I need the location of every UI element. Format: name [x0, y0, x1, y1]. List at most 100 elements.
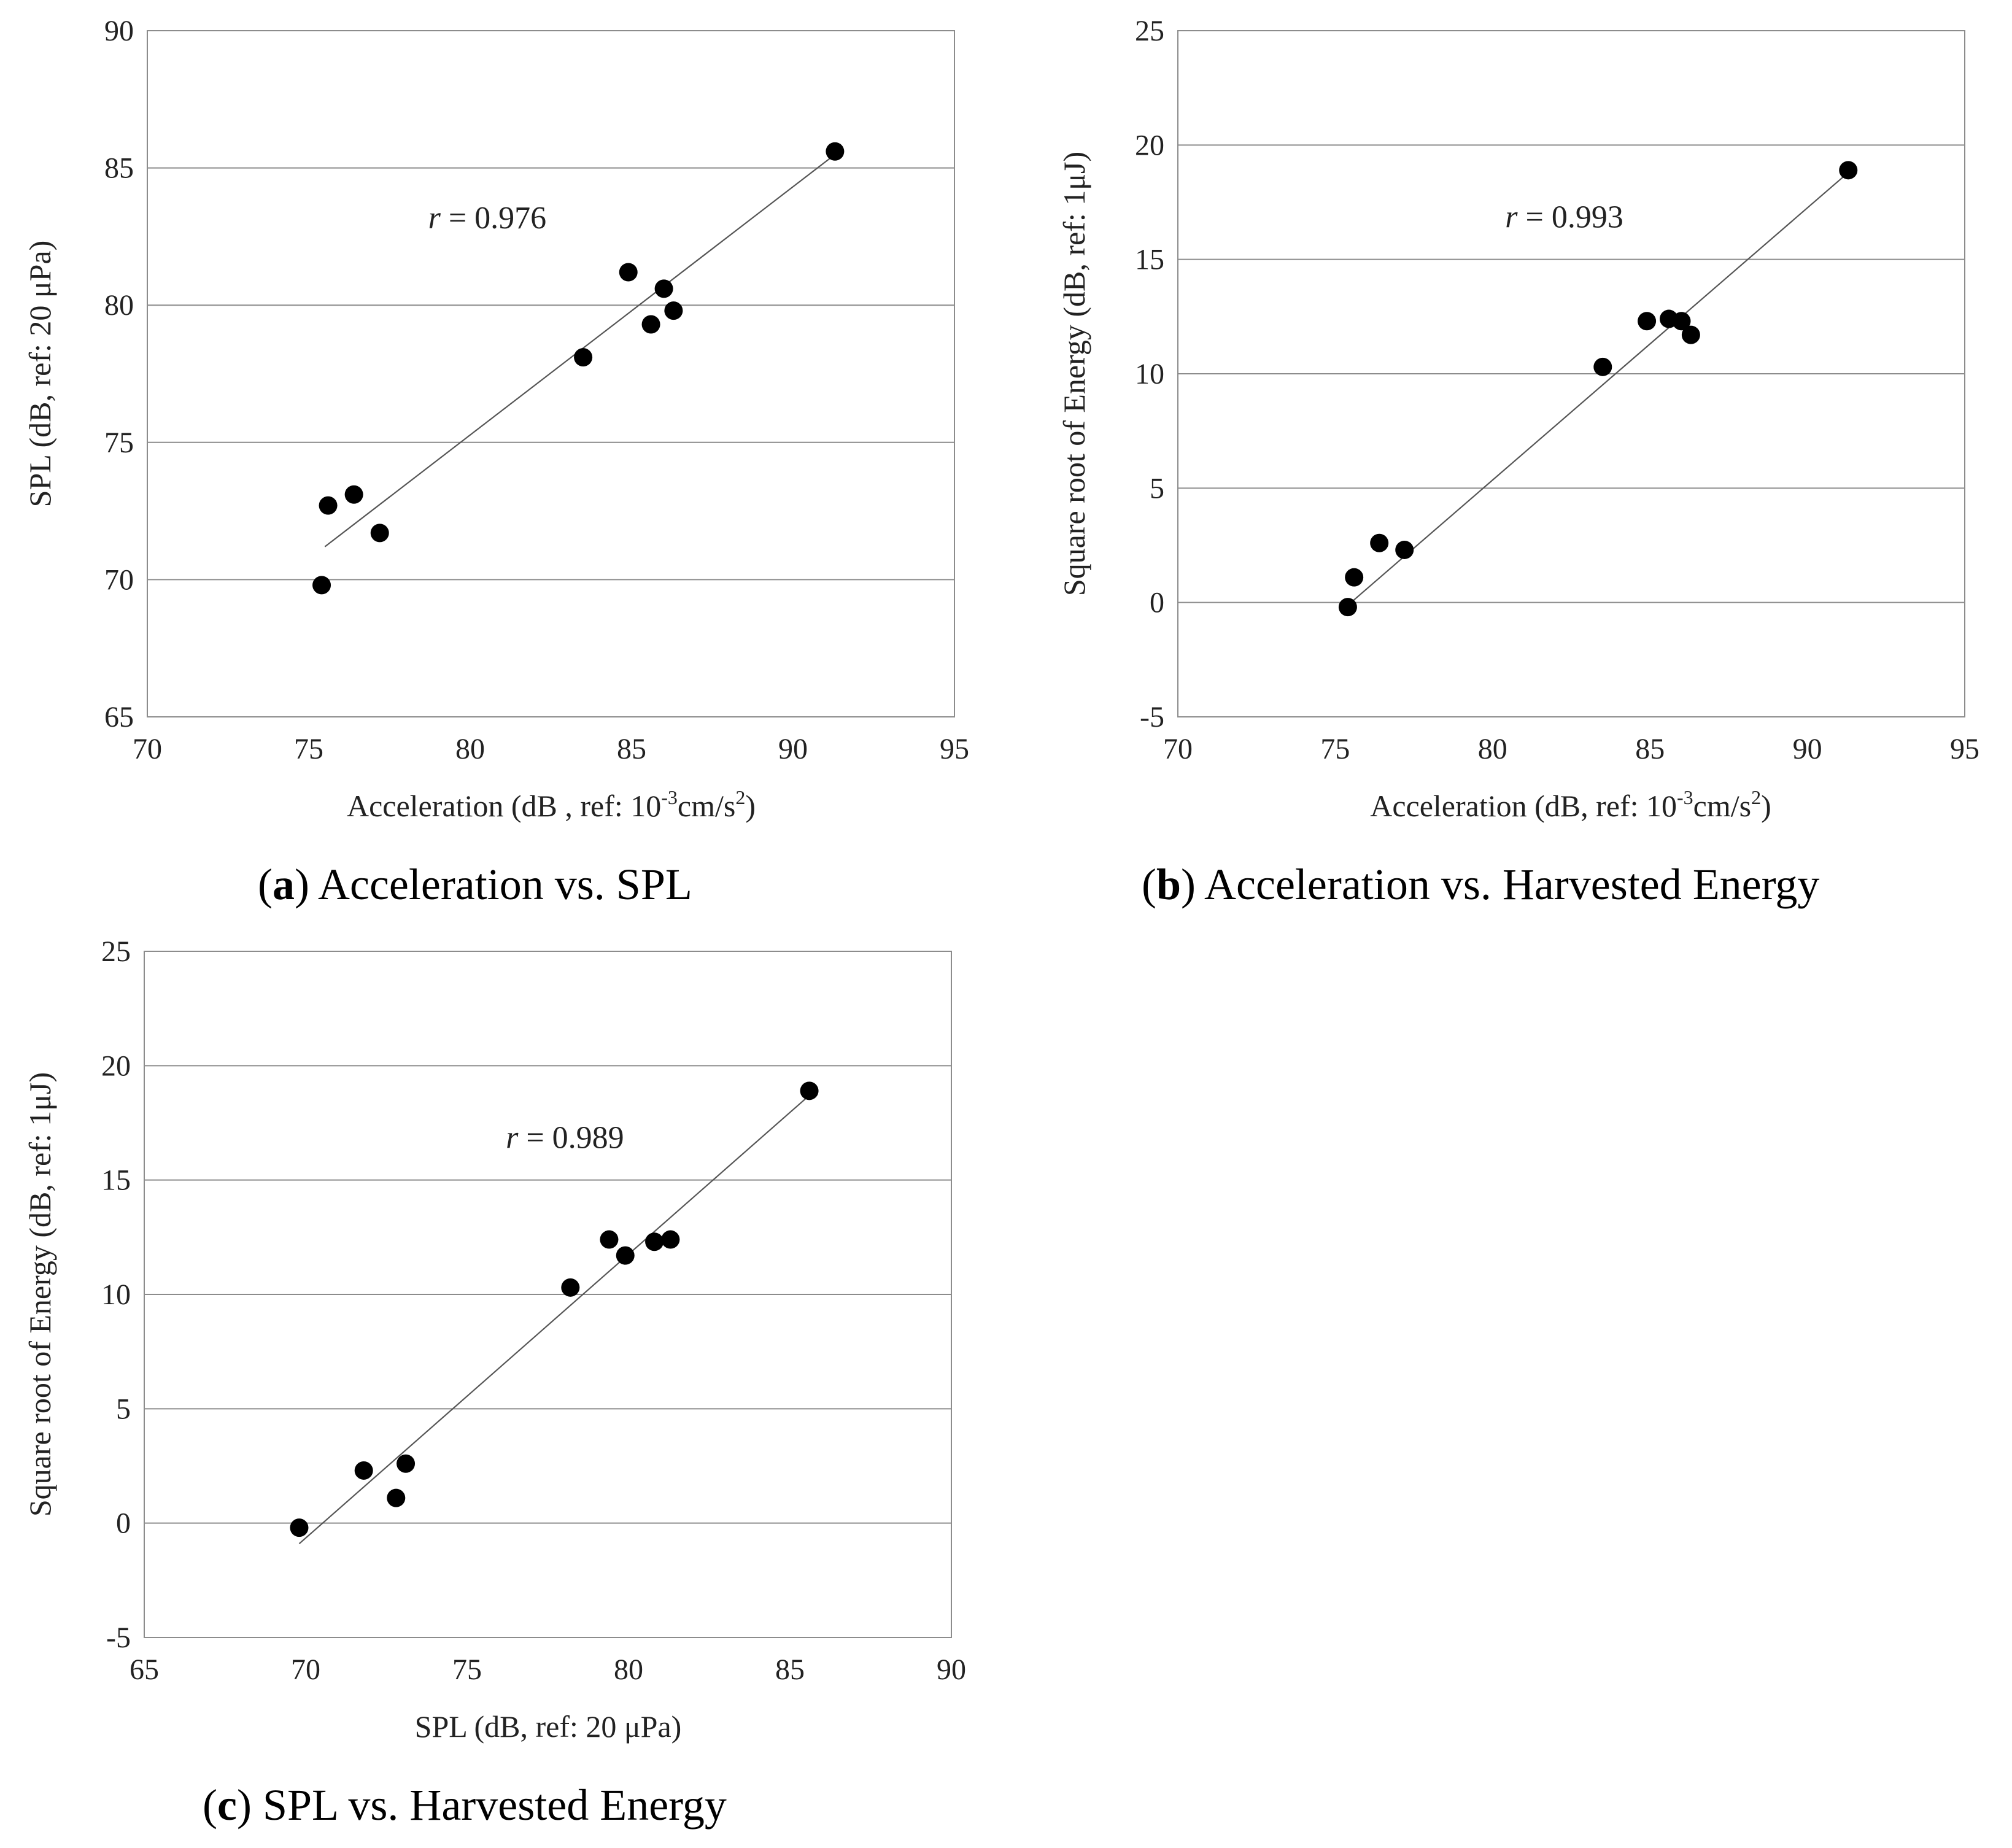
chart-b-xaxis-label-part: ) [1761, 789, 1771, 823]
chart-c-data-point [561, 1278, 580, 1297]
chart-a-ytick-label: 65 [104, 701, 134, 733]
chart-b-data-point [1681, 325, 1700, 344]
chart-c-ytick-label: 5 [116, 1393, 131, 1425]
chart-b-data-point [1839, 161, 1858, 180]
chart-b-data-point [1672, 312, 1691, 331]
chart-b-trendline [1350, 172, 1849, 603]
chart-b-xaxis-label: Acceleration (dB, ref: 10-3cm/s2) [1370, 786, 1771, 823]
chart-b-xtick-label: 90 [1793, 733, 1822, 765]
chart-a-xaxis-label-part: Acceleration (dB , ref: 10 [347, 789, 661, 823]
chart-b-svg: -5 0 5 10 15 20 25 70 75 80 85 90 95 Acceleration (dB… [1057, 15, 1979, 823]
chart-c-data-point [600, 1230, 619, 1249]
chart-b-ytick-label: 20 [1135, 129, 1164, 161]
chart-c-xtick-label: 65 [130, 1653, 159, 1686]
chart-b-correlation-symbol: r [1505, 199, 1518, 234]
chart-b-xaxis-label-part: 2 [1751, 786, 1761, 808]
chart-c-data-point [616, 1246, 635, 1265]
chart-panel-c: -5 0 5 10 15 20 25 65 70 75 80 85 90 SPL (dB, ref: 20… [0, 921, 1006, 1844]
chart-c-svg: -5 0 5 10 15 20 25 65 70 75 80 85 90 SPL (dB, ref: 20… [23, 935, 966, 1744]
chart-a-yaxis-label: SPL (dB, ref: 20 μPa) [23, 241, 57, 508]
chart-a-data-point [344, 485, 363, 504]
chart-b-xaxis-label-part: Acceleration (dB, ref: 10 [1370, 789, 1677, 823]
chart-c-data-point [387, 1488, 406, 1507]
chart-b-data-point [1370, 533, 1389, 552]
chart-a-xtick-label: 80 [455, 733, 485, 765]
chart-a-caption: (a) Acceleration vs. SPL [258, 860, 692, 909]
chart-c-ytick-label: 0 [116, 1507, 131, 1540]
chart-c-xaxis-label-part: SPL (dB, ref: 20 μPa) [415, 1709, 682, 1744]
chart-c-data-point [397, 1454, 416, 1473]
chart-b-xtick-label: 75 [1320, 733, 1350, 765]
chart-a-data-point [826, 142, 845, 161]
chart-b-correlation-label: r = 0.993 [1505, 199, 1623, 234]
chart-b-ytick-label: 5 [1150, 472, 1164, 505]
chart-c-caption-letter: c [217, 1780, 237, 1830]
chart-b-ytick-label: 0 [1150, 587, 1164, 619]
chart-c-ytick-label: -5 [106, 1622, 131, 1654]
chart-a-xtick-label: 70 [133, 733, 162, 765]
chart-c-xtick-label: 80 [614, 1653, 643, 1686]
chart-c-ytick-label: 15 [101, 1164, 131, 1197]
chart-b-data-point [1395, 540, 1414, 559]
chart-c-correlation-label: r = 0.989 [506, 1120, 624, 1155]
chart-a-xtick-label: 90 [778, 733, 808, 765]
chart-a-data-point [370, 524, 389, 543]
chart-c-data-point [290, 1518, 309, 1537]
chart-b-ytick-label: 25 [1135, 15, 1164, 47]
chart-b-yaxis-label: Square root of Energy (dB, ref: 1μJ) [1057, 152, 1091, 596]
chart-c-ytick-label: 20 [101, 1050, 131, 1082]
chart-c-plot-frame [144, 951, 952, 1638]
chart-c-xtick-label: 90 [937, 1653, 966, 1686]
chart-a-xaxis-label-part: 2 [735, 786, 745, 808]
chart-c-correlation-value: = 0.989 [518, 1120, 624, 1155]
chart-c-caption: (c) SPL vs. Harvested Energy [203, 1780, 727, 1830]
chart-a-ytick-label: 85 [104, 152, 134, 185]
chart-a-xaxis-label-part: cm/s [678, 789, 735, 823]
chart-b-plot-frame [1177, 30, 1965, 717]
chart-a-ytick-label: 90 [104, 15, 134, 47]
chart-panel-a: 65 70 75 80 85 90 70 75 80 85 90 95 Acceleration (dB… [0, 0, 1006, 924]
chart-c-xtick-label: 85 [775, 1653, 805, 1686]
chart-b-data-point [1638, 312, 1657, 331]
chart-a-data-point [619, 263, 638, 282]
chart-b-ytick-label: 15 [1135, 244, 1164, 276]
chart-b-caption: (b) Acceleration vs. Harvested Energy [1142, 860, 1820, 909]
chart-a-data-point [641, 315, 660, 334]
chart-a-correlation-value: = 0.976 [441, 201, 546, 236]
chart-a-ytick-label: 70 [104, 563, 134, 596]
chart-b-xaxis-label-part: -3 [1677, 786, 1693, 808]
chart-b-xtick-label: 80 [1478, 733, 1507, 765]
chart-c-yaxis-label: Square root of Energy (dB, ref: 1μJ) [23, 1072, 57, 1517]
chart-b-caption-text: Acceleration vs. Harvested Energy [1204, 860, 1820, 909]
chart-a-xaxis-label: Acceleration (dB , ref: 10-3cm/s2) [347, 786, 756, 823]
chart-b-xtick-label: 70 [1163, 733, 1193, 765]
chart-b-caption-letter: b [1156, 860, 1182, 909]
chart-a-correlation-label: r = 0.976 [428, 201, 547, 236]
chart-c-data-point [645, 1232, 664, 1251]
chart-c-ytick-label: 25 [101, 935, 131, 968]
chart-c-data-point [661, 1230, 680, 1249]
chart-b-correlation-value: = 0.993 [1518, 199, 1623, 234]
chart-c-ytick-label: 10 [101, 1278, 131, 1311]
chart-a-caption-letter: a [272, 860, 295, 909]
chart-a-data-point [574, 348, 593, 367]
chart-c-xtick-label: 70 [291, 1653, 320, 1686]
chart-b-data-point [1593, 357, 1612, 376]
chart-a-plot-frame [147, 30, 955, 717]
chart-a-ytick-label: 75 [104, 427, 134, 459]
chart-b-ytick-label: -5 [1140, 701, 1164, 733]
chart-a-ytick-label: 80 [104, 289, 134, 322]
chart-a-data-point [312, 576, 331, 595]
chart-b-xtick-label: 85 [1635, 733, 1665, 765]
chart-c-data-point [354, 1461, 373, 1480]
chart-a-data-point [654, 279, 673, 298]
chart-b-data-point [1338, 598, 1357, 617]
chart-a-data-point [664, 301, 683, 320]
chart-a-xtick-label: 75 [294, 733, 323, 765]
chart-a-xaxis-label-part: -3 [661, 786, 678, 808]
chart-c-xtick-label: 75 [452, 1653, 482, 1686]
chart-a-xaxis-label-part: ) [745, 789, 756, 823]
chart-b-xaxis-label-part: cm/s [1693, 789, 1751, 823]
chart-a-data-point [319, 496, 338, 515]
